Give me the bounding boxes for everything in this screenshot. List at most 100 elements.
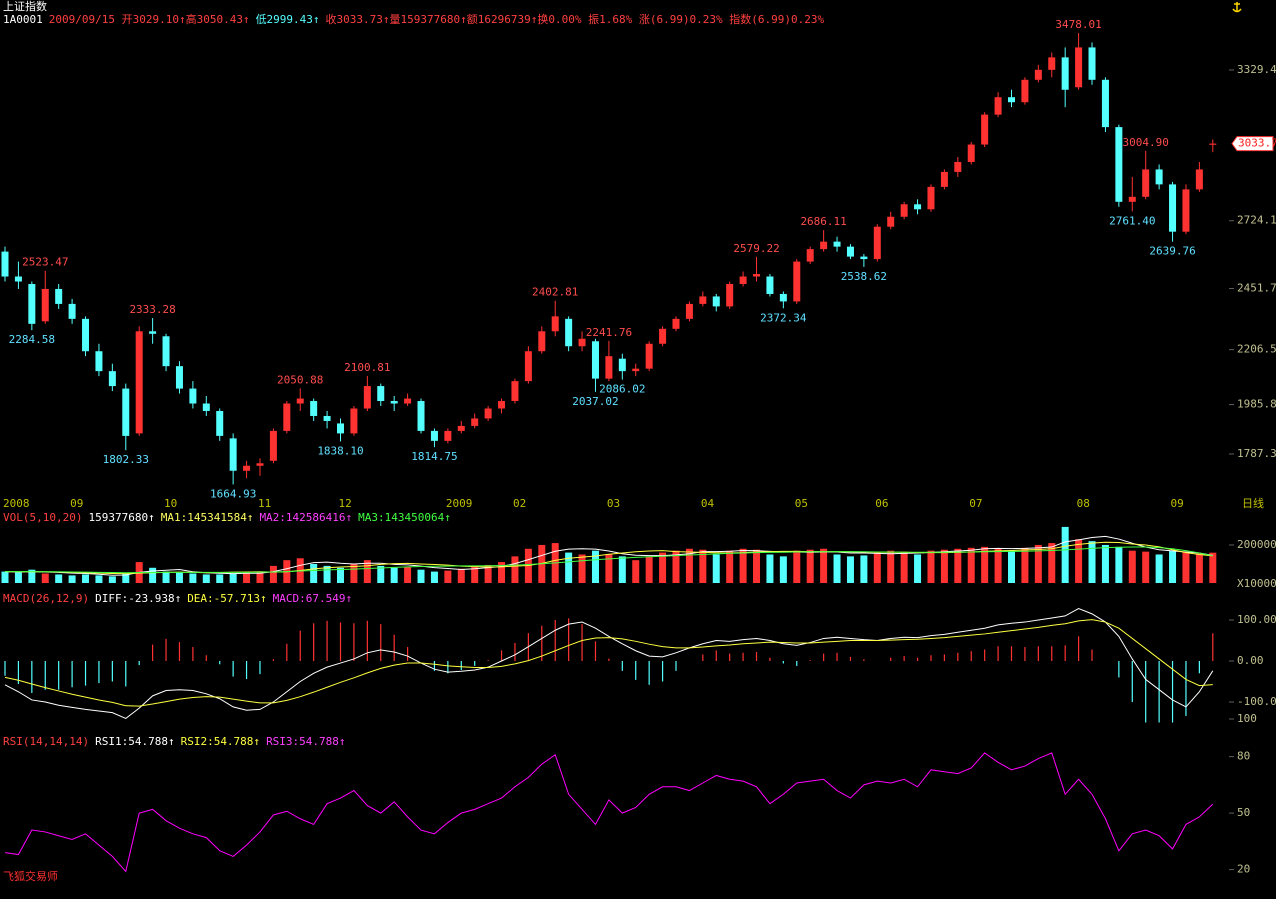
x-tick-label: 02 bbox=[513, 497, 526, 510]
candle-body bbox=[538, 331, 546, 352]
panel-header: VOL(5,10,20) 159377680↑ MA1:145341584↑ MA2:… bbox=[3, 511, 451, 524]
volume-bar bbox=[873, 552, 881, 583]
volume-bar bbox=[95, 575, 103, 583]
candle-body bbox=[189, 388, 197, 404]
candle-body bbox=[323, 415, 331, 421]
volume-bar bbox=[1195, 553, 1203, 583]
x-tick-label: 06 bbox=[875, 497, 888, 510]
candle-body bbox=[1101, 79, 1109, 128]
candle-body bbox=[95, 351, 103, 372]
header-item: RSI3:54.788↑ bbox=[266, 735, 345, 748]
x-tick-label: 11 bbox=[258, 497, 271, 510]
candle-body bbox=[457, 425, 465, 431]
header-item: 159377680↑ bbox=[88, 511, 154, 524]
volume-bar bbox=[1061, 526, 1069, 583]
candle-body bbox=[256, 463, 264, 466]
y-tick-label: 200000 bbox=[1237, 538, 1276, 551]
candle-body bbox=[202, 403, 210, 411]
candle-body bbox=[524, 351, 532, 382]
volume-bar bbox=[417, 569, 425, 583]
candle-body bbox=[175, 366, 183, 389]
volume-bar bbox=[712, 554, 720, 583]
volume-bar bbox=[1034, 544, 1042, 583]
candle-body bbox=[833, 241, 841, 247]
candle-body bbox=[591, 341, 599, 379]
volume-bar bbox=[269, 565, 277, 583]
low-label: 2284.58 bbox=[9, 333, 55, 346]
header-item: MA3:143450064↑ bbox=[358, 511, 451, 524]
volume-bar bbox=[1088, 541, 1096, 583]
volume-bar bbox=[350, 563, 358, 583]
candle-body bbox=[820, 241, 828, 250]
volume-bar bbox=[28, 569, 36, 583]
volume-bar bbox=[685, 548, 693, 583]
candle-body bbox=[645, 343, 653, 369]
candle-body bbox=[417, 401, 425, 431]
x-tick-label: 2009 bbox=[446, 497, 473, 510]
low-label: 2639.76 bbox=[1149, 245, 1195, 258]
volume-bar bbox=[68, 575, 76, 583]
volume-bar bbox=[726, 550, 734, 583]
volume-bar bbox=[699, 549, 707, 583]
candle-body bbox=[672, 318, 680, 329]
x-tick-label: 09 bbox=[1171, 497, 1184, 510]
x-tick-label: 12 bbox=[339, 497, 352, 510]
volume-bar bbox=[216, 574, 224, 583]
x-tick-label: 07 bbox=[969, 497, 982, 510]
line bbox=[4, 607, 1214, 719]
volume-bar bbox=[914, 554, 922, 583]
candle-body bbox=[296, 398, 304, 404]
y-tick-label: 0.00 bbox=[1237, 654, 1264, 667]
volume-bar bbox=[390, 567, 398, 583]
candle-body bbox=[229, 438, 237, 471]
candle-body bbox=[14, 276, 22, 282]
candle-body bbox=[377, 386, 385, 402]
y-tick-label: -100.0 bbox=[1237, 695, 1276, 708]
low-label: 1664.93 bbox=[210, 487, 256, 500]
candle-body bbox=[551, 316, 559, 332]
header-item: RSI2:54.788↑ bbox=[181, 735, 260, 748]
volume-bar bbox=[498, 562, 506, 583]
header-item: RSI(14,14,14) bbox=[3, 735, 89, 748]
high-label: 3478.01 bbox=[1055, 18, 1101, 31]
candle-body bbox=[1, 251, 9, 277]
candle-body bbox=[337, 423, 344, 434]
volume-bar bbox=[1128, 550, 1136, 583]
volume-bar bbox=[189, 573, 197, 583]
header-item: DEA:-57.713↑ bbox=[187, 592, 266, 605]
candle-body bbox=[659, 328, 667, 344]
volume-bar bbox=[981, 546, 989, 583]
volume-bar bbox=[1021, 547, 1029, 583]
candle-body bbox=[712, 296, 720, 307]
candle-body bbox=[216, 410, 224, 436]
low-label: 1838.10 bbox=[317, 444, 363, 457]
volume-bar bbox=[108, 576, 116, 583]
candle-body bbox=[269, 430, 277, 461]
line bbox=[5, 546, 1213, 574]
volume-bar bbox=[753, 549, 761, 583]
candle-body bbox=[1075, 47, 1083, 88]
volume-bar bbox=[846, 556, 854, 583]
candle-body bbox=[954, 161, 962, 172]
volume-bar bbox=[766, 554, 774, 583]
candle-body bbox=[28, 283, 36, 324]
volume-bar bbox=[1115, 546, 1123, 583]
volume-bar bbox=[645, 556, 653, 583]
candle-body bbox=[967, 144, 975, 162]
candle-body bbox=[766, 276, 774, 294]
candle-body bbox=[578, 338, 586, 347]
y-tick-label: 2724.1 bbox=[1237, 214, 1276, 227]
volume-bar bbox=[404, 566, 412, 583]
high-label: 2333.28 bbox=[129, 303, 175, 316]
candle-body bbox=[310, 401, 318, 416]
y-tick-label: 1985.8 bbox=[1237, 398, 1276, 411]
volume-bar bbox=[1075, 539, 1083, 583]
y-tick-label: 1787.3 bbox=[1237, 447, 1276, 460]
high-label: 2402.81 bbox=[532, 286, 578, 299]
volume-bar bbox=[82, 574, 90, 583]
high-label: 2050.88 bbox=[277, 373, 323, 386]
volume-bar bbox=[565, 552, 573, 583]
panel-header: MACD(26,12,9) DIFF:-23.938↑ DEA:-57.713↑ MA… bbox=[3, 592, 352, 605]
volume-bar bbox=[444, 570, 452, 583]
